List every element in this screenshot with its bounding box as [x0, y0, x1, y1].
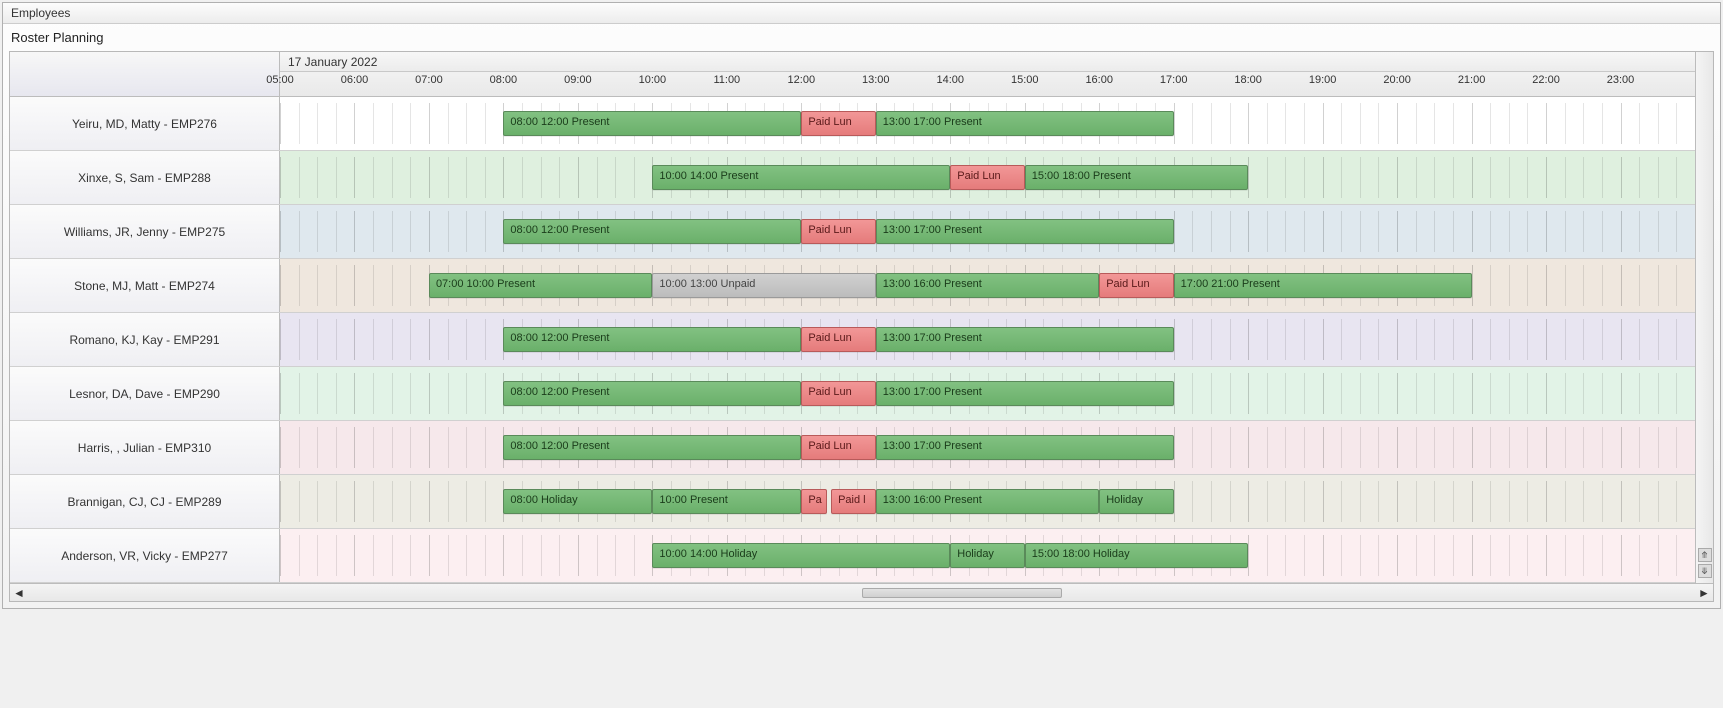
employee-row: Anderson, VR, Vicky - EMP27710:00 14:00 … — [10, 529, 1695, 583]
hour-label: 21:00 — [1458, 74, 1486, 86]
hour-label: 19:00 — [1309, 74, 1337, 86]
gantt-body: Yeiru, MD, Matty - EMP27608:00 12:00 Pre… — [10, 97, 1713, 583]
employees-panel: Employees Roster Planning 17 January 202… — [2, 2, 1721, 609]
employee-label[interactable]: Harris, , Julian - EMP310 — [10, 421, 280, 474]
hour-label: 12:00 — [788, 74, 816, 86]
employee-timeline[interactable]: 10:00 14:00 HolidayHoliday15:00 18:00 Ho… — [280, 529, 1695, 582]
shift-bar-lunch[interactable]: Paid Lun — [801, 327, 875, 352]
employee-label[interactable]: Williams, JR, Jenny - EMP275 — [10, 205, 280, 258]
hour-label: 23:00 — [1607, 74, 1635, 86]
shift-bar-unpaid[interactable]: 10:00 13:00 Unpaid — [652, 273, 875, 298]
shift-bar-holiday[interactable]: 10:00 14:00 Holiday — [652, 543, 950, 568]
employee-timeline[interactable]: 08:00 12:00 PresentPaid Lun13:00 17:00 P… — [280, 97, 1695, 150]
hour-label: 13:00 — [862, 74, 890, 86]
shift-bar-holiday[interactable]: 08:00 Holiday — [503, 489, 652, 514]
hour-label: 11:00 — [713, 74, 740, 86]
hour-label: 10:00 — [639, 74, 667, 86]
shift-bar-present[interactable]: 08:00 12:00 Present — [503, 381, 801, 406]
shift-bar-lunch[interactable]: Paid Lun — [801, 111, 875, 136]
shift-bar-present[interactable]: 13:00 17:00 Present — [876, 111, 1174, 136]
shift-bar-present[interactable]: 13:00 17:00 Present — [876, 219, 1174, 244]
hscroll-thumb[interactable] — [862, 588, 1062, 598]
employee-row: Brannigan, CJ, CJ - EMP28908:00 Holiday1… — [10, 475, 1695, 529]
shift-bar-lunch[interactable]: Paid Lun — [1099, 273, 1173, 298]
shift-bar-present[interactable]: 15:00 18:00 Present — [1025, 165, 1248, 190]
hour-label: 09:00 — [564, 74, 592, 86]
shift-bar-present[interactable]: 08:00 12:00 Present — [503, 111, 801, 136]
gantt-header: 17 January 2022 05:00 06:00 07:00 08:00 09:0… — [10, 52, 1713, 97]
hour-label: 15:00 — [1011, 74, 1039, 86]
horizontal-scrollbar[interactable]: ◄ ► — [10, 583, 1713, 601]
date-header: 17 January 2022 — [280, 52, 1695, 72]
employee-row: Yeiru, MD, Matty - EMP27608:00 12:00 Pre… — [10, 97, 1695, 151]
scroll-right-icon[interactable]: ► — [1695, 584, 1713, 601]
employee-timeline[interactable]: 07:00 10:00 Present10:00 13:00 Unpaid13:… — [280, 259, 1695, 312]
employee-row: Harris, , Julian - EMP31008:00 12:00 Pre… — [10, 421, 1695, 475]
employee-row: Romano, KJ, Kay - EMP29108:00 12:00 Pres… — [10, 313, 1695, 367]
hour-label: 05:00 — [266, 74, 294, 86]
shift-bar-lunch[interactable]: Pa — [801, 489, 827, 514]
employee-timeline[interactable]: 10:00 14:00 PresentPaid Lun15:00 18:00 P… — [280, 151, 1695, 204]
hour-label: 20:00 — [1383, 74, 1411, 86]
shift-bar-present[interactable]: 13:00 16:00 Present — [876, 489, 1099, 514]
hour-label: 18:00 — [1234, 74, 1262, 86]
shift-bar-holiday[interactable]: 15:00 18:00 Holiday — [1025, 543, 1248, 568]
employee-timeline[interactable]: 08:00 12:00 PresentPaid Lun13:00 17:00 P… — [280, 421, 1695, 474]
shift-bar-present[interactable]: 13:00 17:00 Present — [876, 435, 1174, 460]
hour-label: 16:00 — [1085, 74, 1113, 86]
shift-bar-holiday[interactable]: Holiday — [1099, 489, 1173, 514]
employee-label[interactable]: Xinxe, S, Sam - EMP288 — [10, 151, 280, 204]
shift-bar-lunch[interactable]: Paid Lun — [801, 435, 875, 460]
employee-timeline[interactable]: 08:00 12:00 PresentPaid Lun13:00 17:00 P… — [280, 313, 1695, 366]
employee-label[interactable]: Brannigan, CJ, CJ - EMP289 — [10, 475, 280, 528]
scroll-left-icon[interactable]: ◄ — [10, 584, 28, 601]
shift-bar-lunch[interactable]: Paid Lun — [801, 381, 875, 406]
employee-timeline[interactable]: 08:00 12:00 PresentPaid Lun13:00 17:00 P… — [280, 205, 1695, 258]
shift-bar-present[interactable]: 10:00 14:00 Present — [652, 165, 950, 190]
hour-label: 22:00 — [1532, 74, 1560, 86]
scroll-jump-bottom-icon[interactable]: ⤋ — [1698, 564, 1712, 578]
employee-label[interactable]: Yeiru, MD, Matty - EMP276 — [10, 97, 280, 150]
hour-label: 17:00 — [1160, 74, 1188, 86]
shift-bar-present[interactable]: 13:00 17:00 Present — [876, 327, 1174, 352]
employee-label[interactable]: Lesnor, DA, Dave - EMP290 — [10, 367, 280, 420]
hour-label: 14:00 — [936, 74, 964, 86]
hour-label: 07:00 — [415, 74, 443, 86]
vertical-scrollbar[interactable]: ⤊ ⤋ — [1695, 52, 1713, 583]
roster-gantt: 17 January 2022 05:00 06:00 07:00 08:00 09:0… — [9, 51, 1714, 602]
hour-label: 08:00 — [490, 74, 518, 86]
hours-row: 05:0006:0007:0008:0009:0010:0011:0012:00… — [280, 72, 1695, 92]
panel-title: Employees — [3, 3, 1720, 24]
hour-label: 06:00 — [341, 74, 369, 86]
section-title: Roster Planning — [3, 24, 1720, 51]
shift-bar-lunch[interactable]: Paid l — [831, 489, 876, 514]
scroll-jump-top-icon[interactable]: ⤊ — [1698, 548, 1712, 562]
shift-bar-present[interactable]: 10:00 Present — [652, 489, 801, 514]
employee-timeline[interactable]: 08:00 Holiday10:00 PresentPaPaid l13:00 … — [280, 475, 1695, 528]
shift-bar-lunch[interactable]: Paid Lun — [950, 165, 1024, 190]
shift-bar-lunch[interactable]: Paid Lun — [801, 219, 875, 244]
shift-bar-present[interactable]: 08:00 12:00 Present — [503, 327, 801, 352]
shift-bar-present[interactable]: 13:00 16:00 Present — [876, 273, 1099, 298]
shift-bar-present[interactable]: 17:00 21:00 Present — [1174, 273, 1472, 298]
employee-timeline[interactable]: 08:00 12:00 PresentPaid Lun13:00 17:00 P… — [280, 367, 1695, 420]
shift-bar-present[interactable]: 07:00 10:00 Present — [429, 273, 652, 298]
shift-bar-holiday[interactable]: Holiday — [950, 543, 1024, 568]
employee-row: Williams, JR, Jenny - EMP27508:00 12:00 … — [10, 205, 1695, 259]
employee-label[interactable]: Stone, MJ, Matt - EMP274 — [10, 259, 280, 312]
employee-label[interactable]: Romano, KJ, Kay - EMP291 — [10, 313, 280, 366]
gantt-header-right: 17 January 2022 05:0006:0007:0008:0009:0… — [280, 52, 1695, 96]
shift-bar-present[interactable]: 08:00 12:00 Present — [503, 435, 801, 460]
employee-label[interactable]: Anderson, VR, Vicky - EMP277 — [10, 529, 280, 582]
hscroll-track[interactable] — [28, 588, 1695, 598]
gantt-header-left — [10, 52, 280, 96]
shift-bar-present[interactable]: 13:00 17:00 Present — [876, 381, 1174, 406]
employee-row: Stone, MJ, Matt - EMP27407:00 10:00 Pres… — [10, 259, 1695, 313]
employee-row: Lesnor, DA, Dave - EMP29008:00 12:00 Pre… — [10, 367, 1695, 421]
shift-bar-present[interactable]: 08:00 12:00 Present — [503, 219, 801, 244]
employee-row: Xinxe, S, Sam - EMP28810:00 14:00 Presen… — [10, 151, 1695, 205]
